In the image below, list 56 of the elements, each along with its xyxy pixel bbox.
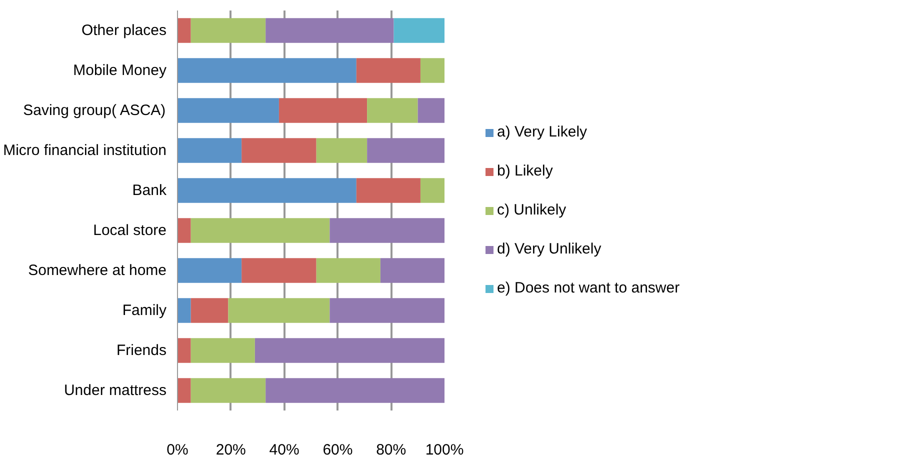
x-tick-label: 60% [322, 442, 353, 455]
y-tick-label: Somewhere at home [28, 262, 166, 279]
y-tick-label: Saving group( ASCA) [23, 102, 166, 119]
bar [178, 338, 191, 363]
bar [228, 298, 330, 323]
bar [190, 18, 266, 43]
bar [242, 138, 316, 163]
bar [178, 138, 242, 163]
bar [178, 298, 191, 323]
x-tick-label: 20% [216, 442, 246, 455]
bar [190, 298, 228, 323]
x-tick-label: 40% [269, 442, 300, 455]
bar [394, 18, 444, 43]
bar [330, 218, 444, 243]
bar [254, 338, 444, 363]
bar [178, 18, 191, 43]
bar [266, 18, 394, 43]
bar [367, 138, 444, 163]
bar [190, 338, 255, 363]
legend-label: b) Likely [497, 162, 553, 180]
y-tick-label: Bank [132, 182, 167, 199]
bar [380, 258, 444, 283]
bar [178, 178, 356, 203]
bar [420, 178, 444, 203]
y-tick-label: Family [122, 302, 167, 319]
bar [316, 138, 368, 163]
bar [190, 378, 266, 403]
y-tick-label: Friends [116, 342, 167, 359]
bar [278, 98, 368, 123]
bar [266, 378, 444, 403]
legend-label: d) Very Unlikely [497, 240, 602, 258]
bar [178, 218, 191, 243]
legend-label: a) Very Likely [497, 124, 588, 140]
x-tick-label: 0% [166, 442, 188, 455]
y-tick-label: Mobile Money [73, 62, 167, 79]
y-tick-label: Local store [93, 222, 166, 239]
bar [418, 98, 444, 123]
y-tick-label: Other places [81, 22, 167, 39]
x-tick-label: 100% [425, 442, 464, 455]
bar [178, 258, 242, 283]
bar [178, 378, 191, 403]
bar [356, 178, 420, 203]
legend-label: c) Unlikely [497, 202, 566, 218]
legend-label: e) Does not want to answer [497, 280, 680, 296]
y-tick-label: Under mattress [64, 382, 167, 399]
y-tick-label: Micro financial institution [3, 142, 167, 159]
bar [178, 98, 279, 123]
x-tick-label: 80% [376, 442, 406, 455]
bar [356, 58, 420, 83]
bar [330, 298, 444, 323]
bar [178, 58, 356, 83]
bar [190, 218, 330, 243]
bar [420, 58, 444, 83]
bar [367, 98, 418, 123]
bar [316, 258, 380, 283]
bar [242, 258, 316, 283]
